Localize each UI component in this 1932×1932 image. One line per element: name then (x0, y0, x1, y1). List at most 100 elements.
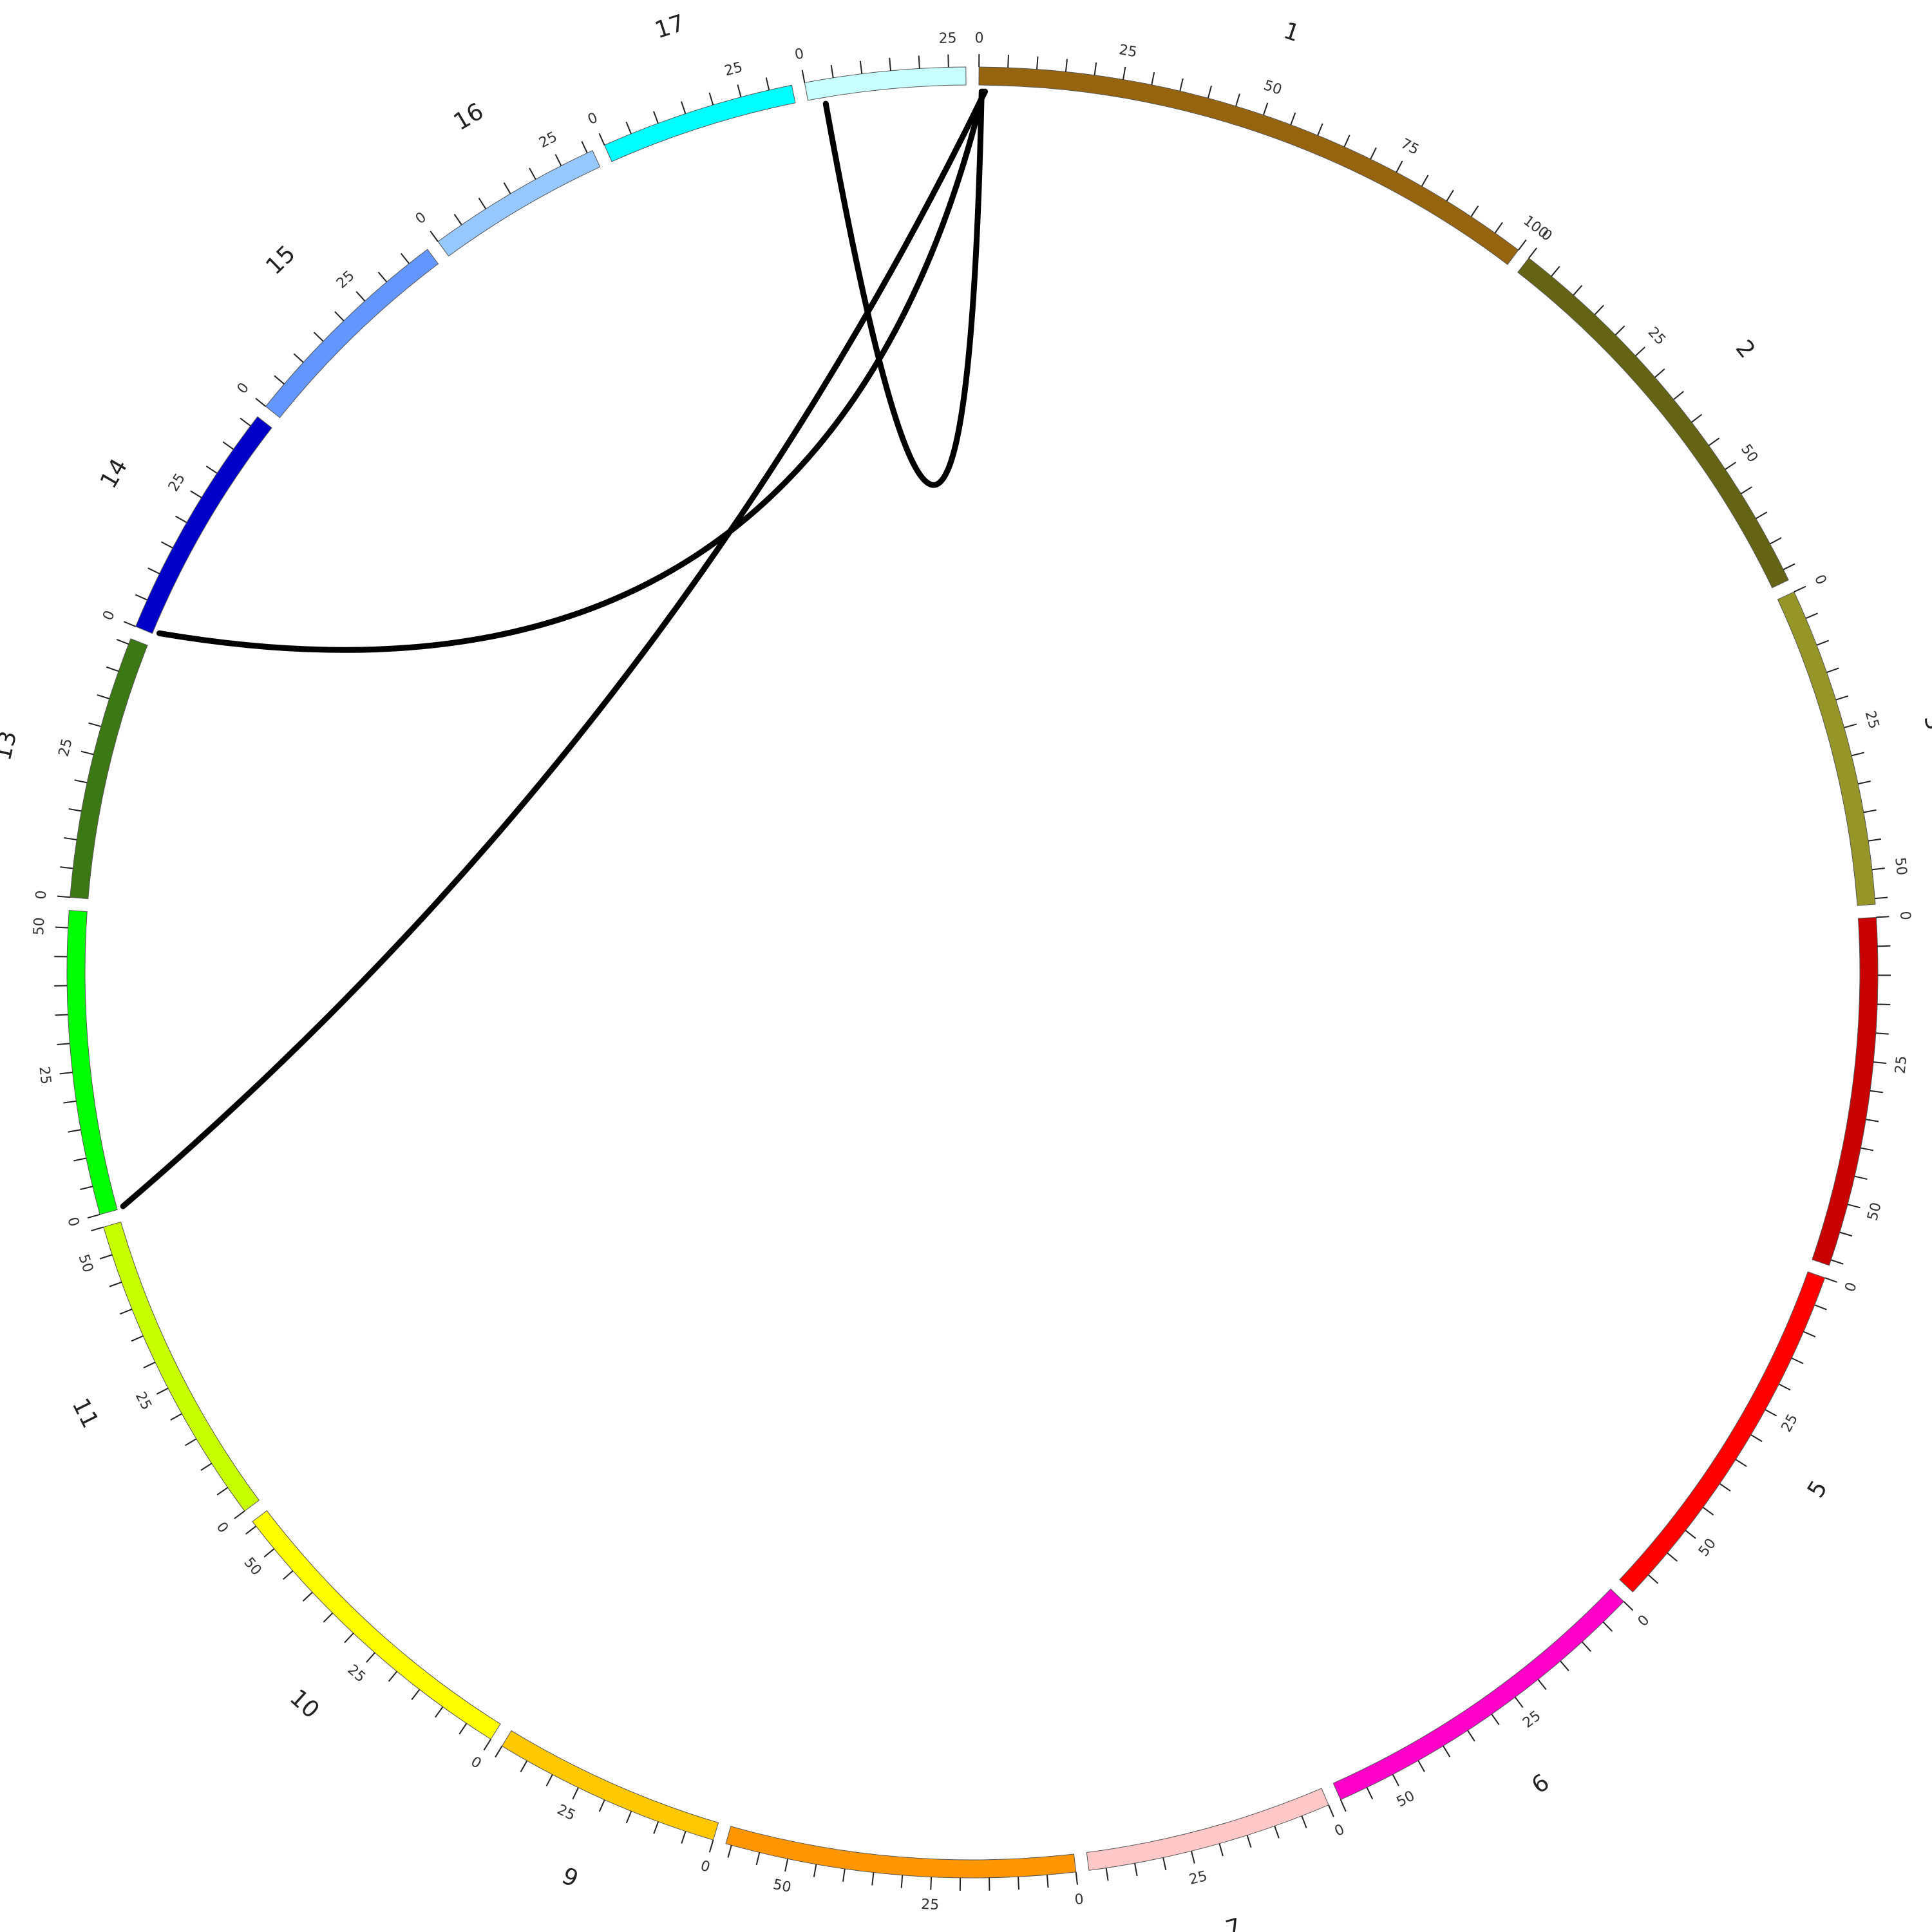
tick-mark (435, 1706, 444, 1718)
chromosome-arc-14 (135, 416, 272, 634)
chromosome-label-15: 15 (261, 240, 300, 279)
tick-mark (73, 1157, 87, 1162)
tick-label: 0 (974, 30, 983, 46)
tick-mark (1756, 511, 1768, 520)
tick-mark (1702, 1506, 1714, 1516)
tick-mark (430, 231, 439, 242)
tick-mark (1317, 123, 1323, 136)
tick-mark (830, 64, 834, 78)
tick-mark (190, 490, 202, 498)
tick-mark (871, 1872, 875, 1886)
tick-mark (1685, 1530, 1696, 1539)
tick-mark (1370, 147, 1377, 160)
tick-label: 0 (64, 1215, 82, 1228)
tick-mark (1075, 1871, 1078, 1885)
tick-mark (755, 1852, 761, 1866)
tick-mark (1783, 563, 1795, 571)
chromosome-arc-8 (725, 1826, 1077, 1879)
tick-mark (495, 1745, 503, 1757)
chromosome-arc-4 (1812, 916, 1879, 1266)
tick-label: 50 (1262, 77, 1284, 99)
tick-mark (1018, 1877, 1020, 1890)
chromosome-label-7: 7 (1223, 1913, 1244, 1932)
tick-mark (681, 101, 687, 114)
tick-mark (1602, 1621, 1613, 1632)
tick-mark (55, 1014, 68, 1016)
tick-mark (274, 375, 285, 385)
tick-mark (918, 55, 920, 69)
chromosome-label-6: 6 (1527, 1769, 1554, 1799)
tick-mark (1191, 1851, 1195, 1864)
tick-label: 0 (1897, 911, 1913, 920)
tick-mark (1691, 413, 1703, 423)
tick-label: 0 (585, 109, 600, 128)
tick-label: 0 (213, 1519, 231, 1536)
tick-mark (59, 1072, 73, 1075)
tick-label: 0 (1074, 1891, 1084, 1908)
tick-mark (1105, 1868, 1109, 1881)
tick-mark (147, 567, 160, 574)
chromosome-label-3: 3 (1918, 712, 1932, 733)
tick-mark (1235, 93, 1240, 107)
tick-mark (801, 70, 806, 83)
tick-mark (109, 1281, 122, 1287)
tick-label: 25 (56, 737, 76, 758)
tick-mark (545, 1774, 553, 1786)
tick-mark (1046, 1875, 1049, 1888)
tick-label: 50 (241, 1555, 265, 1579)
tick-label: 25 (1118, 42, 1139, 61)
chromosome-label-16: 16 (450, 98, 488, 136)
tick-mark (1814, 1304, 1827, 1311)
tick-mark (1844, 723, 1857, 728)
tick-mark (653, 111, 659, 124)
tick-mark (1094, 62, 1097, 75)
tick-label: 50 (1394, 1788, 1417, 1810)
tick-label: 25 (1893, 1055, 1911, 1074)
tick-mark (1854, 1175, 1868, 1180)
tick-label: 25 (166, 471, 189, 495)
tick-label: 75 (1398, 136, 1421, 158)
tick-mark (1517, 239, 1527, 251)
tick-mark (88, 722, 102, 728)
tick-mark (1151, 72, 1155, 86)
tick-mark (1134, 1863, 1138, 1877)
tick-mark (80, 1186, 93, 1190)
tick-label: 25 (132, 1389, 155, 1412)
tick-mark (123, 621, 137, 627)
tick-mark (1446, 189, 1454, 202)
tick-mark (1366, 1787, 1374, 1800)
tick-mark (1877, 945, 1891, 947)
tick-mark (598, 1799, 605, 1812)
tick-mark (323, 1613, 334, 1623)
tick-label: 0 (468, 1754, 484, 1772)
tick-mark (91, 1226, 104, 1232)
tick-mark (1122, 66, 1126, 80)
tick-mark (1770, 537, 1782, 545)
tick-mark (355, 290, 366, 302)
tick-label: 25 (345, 1662, 369, 1685)
tick-mark (572, 1787, 579, 1800)
tick-mark (1830, 1259, 1844, 1265)
links-layer (120, 88, 989, 1209)
chromosome-label-11: 11 (67, 1394, 104, 1432)
tick-mark (185, 1438, 197, 1446)
chromosome-label-10: 10 (285, 1685, 324, 1724)
ideogram-layer (66, 66, 1879, 1879)
tick-mark (1803, 1331, 1816, 1338)
tick-label: 25 (1779, 1412, 1801, 1435)
tick-mark (1470, 205, 1479, 217)
tick-label: 0 (1842, 1280, 1860, 1294)
chromosome-label-9: 9 (558, 1862, 582, 1893)
tick-mark (245, 1526, 257, 1535)
tick-mark (1615, 325, 1625, 336)
chromosome-label-17: 17 (652, 10, 688, 44)
tick-label: 0 (793, 46, 805, 63)
tick-mark (344, 1633, 354, 1643)
tick-mark (765, 77, 770, 91)
tick-label: 25 (1520, 1708, 1544, 1732)
tick-mark (156, 1387, 169, 1395)
chromosome-arc-18 (804, 66, 967, 101)
tick-mark (64, 837, 77, 840)
tick-mark (302, 1591, 313, 1602)
